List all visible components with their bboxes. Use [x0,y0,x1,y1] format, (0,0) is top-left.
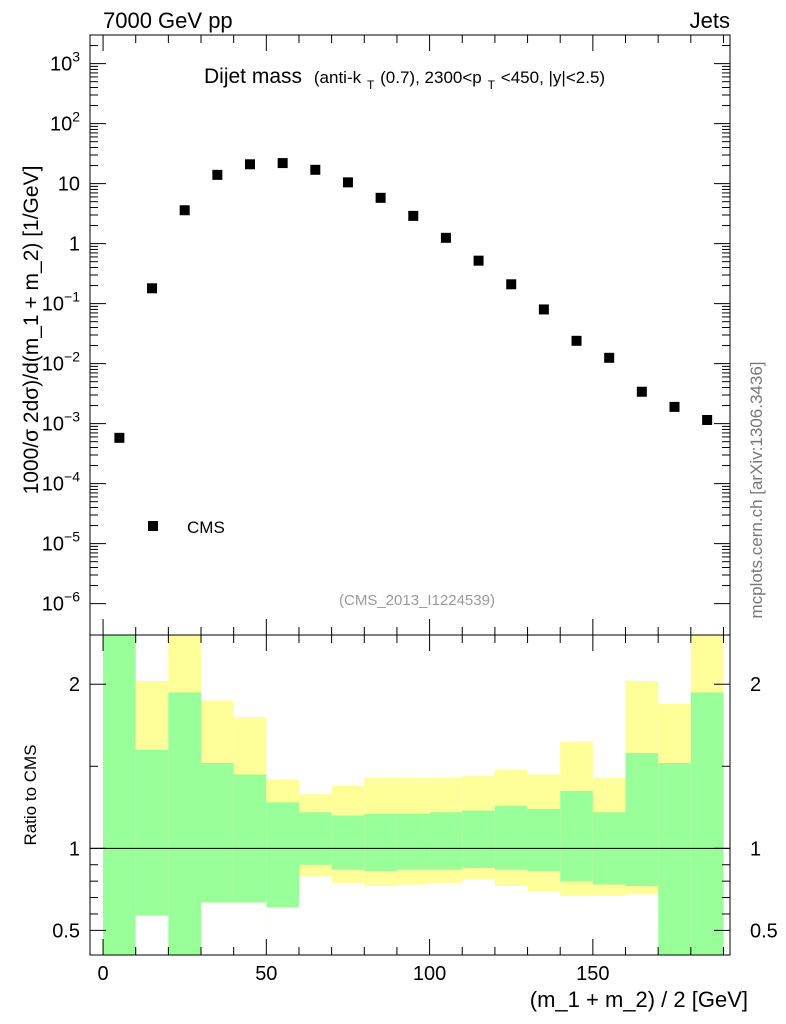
data-point [636,386,647,397]
inner-band-bin [560,790,593,882]
ratio-bands [103,635,724,955]
main-y-tick-label: 102 [50,109,80,136]
main-y-ticks: 10−6 10−5 10−4 10−3 10−2 10−1 1 10 102 103 [42,34,730,635]
ratio-y-axis-label: Ratio to CMS [21,744,40,845]
data-point [310,164,321,175]
ratio-plot-frame [89,634,731,956]
inner-band-bin [364,813,397,872]
x-axis-label: (m_1 + m_2) / 2 [GeV] [530,987,748,1012]
plot-title-sub-mid: (0.7), 2300<p [380,68,482,87]
band-gap [266,907,299,955]
process-label: Jets [690,8,730,33]
data-point [212,169,223,180]
main-y-tick-label: 103 [50,49,80,76]
data-point [702,414,713,425]
main-y-tick-label: 10−5 [42,529,80,556]
inner-band-bin [462,810,495,869]
main-y-tick-label: 1 [69,234,80,256]
inner-band-bin [298,812,332,865]
legend-marker [148,521,158,531]
legend-label: CMS [187,518,225,537]
main-y-tick-label: 10 [58,174,80,196]
plot-title-sub2: T [488,78,496,92]
plot-title-main: Dijet mass [204,65,302,88]
data-point [473,255,484,266]
main-y-tick-label: 10−2 [42,349,80,376]
inner-band-bin [331,815,365,870]
band-gap [135,915,169,955]
inner-band-bin [527,808,561,872]
data-point [669,401,680,412]
ratio-y-tick-label-right: 0.5 [750,920,778,942]
main-y-tick-label: 10−1 [42,289,80,316]
inner-band-bin [396,813,430,870]
data-point [538,304,549,315]
plot-title-sub-prefix: (anti-k [314,68,362,87]
data-point [440,232,451,243]
data-point [408,210,419,221]
x-tick-label: 50 [255,963,277,985]
energy-label: 7000 GeV pp [103,8,233,33]
plot-title: Dijet mass (anti-k T (0.7), 2300<p T <45… [204,65,605,94]
inner-band-bin [625,753,659,887]
side-label: mcplots.cern.ch [arXiv:1306.3436] [747,361,766,618]
band-gap [201,902,267,955]
data-point [114,432,125,443]
inner-band-bin [494,805,528,870]
data-point [375,192,386,203]
data-point [277,158,288,169]
plot-title-sub1: T [367,78,375,92]
analysis-id: (CMS_2013_I1224539) [339,592,495,609]
plot-title-sub-suffix: <450, |y|<2.5) [501,68,605,87]
ratio-y-tick-label-right: 1 [750,838,761,860]
inner-band-bin [429,812,463,870]
ratio-y-tick-label: 2 [69,674,80,696]
x-tick-label: 0 [97,963,108,985]
data-point [147,283,158,294]
data-point [179,205,190,216]
x-tick-label: 100 [413,963,446,985]
ratio-y-tick-label: 0.5 [52,920,80,942]
main-y-axis-label: 1000/σ 2dσ)/d(m_1 + m_2) [1/GeV] [20,166,43,495]
inner-band-bin [103,635,136,955]
data-point [506,279,517,290]
main-y-tick-label: 10−3 [42,409,80,436]
data-points [114,158,713,443]
data-point [245,159,255,170]
data-point [342,177,353,188]
inner-band-bin [690,692,724,955]
ratio-y-tick-label: 1 [69,838,80,860]
main-y-tick-label: 10−6 [42,589,80,616]
x-tick-label: 150 [576,963,609,985]
band-gap [298,895,659,955]
inner-band-bin [168,692,202,955]
data-point [571,335,582,346]
ratio-ticks: 0.5 0.5 1 1 2 2 0 50 100 150 [52,635,778,985]
main-plot-frame [89,34,731,636]
inner-band-bin [658,763,691,955]
main-y-tick-label: 10−4 [42,469,80,496]
ratio-y-tick-label-right: 2 [750,674,761,696]
data-point [604,352,615,363]
